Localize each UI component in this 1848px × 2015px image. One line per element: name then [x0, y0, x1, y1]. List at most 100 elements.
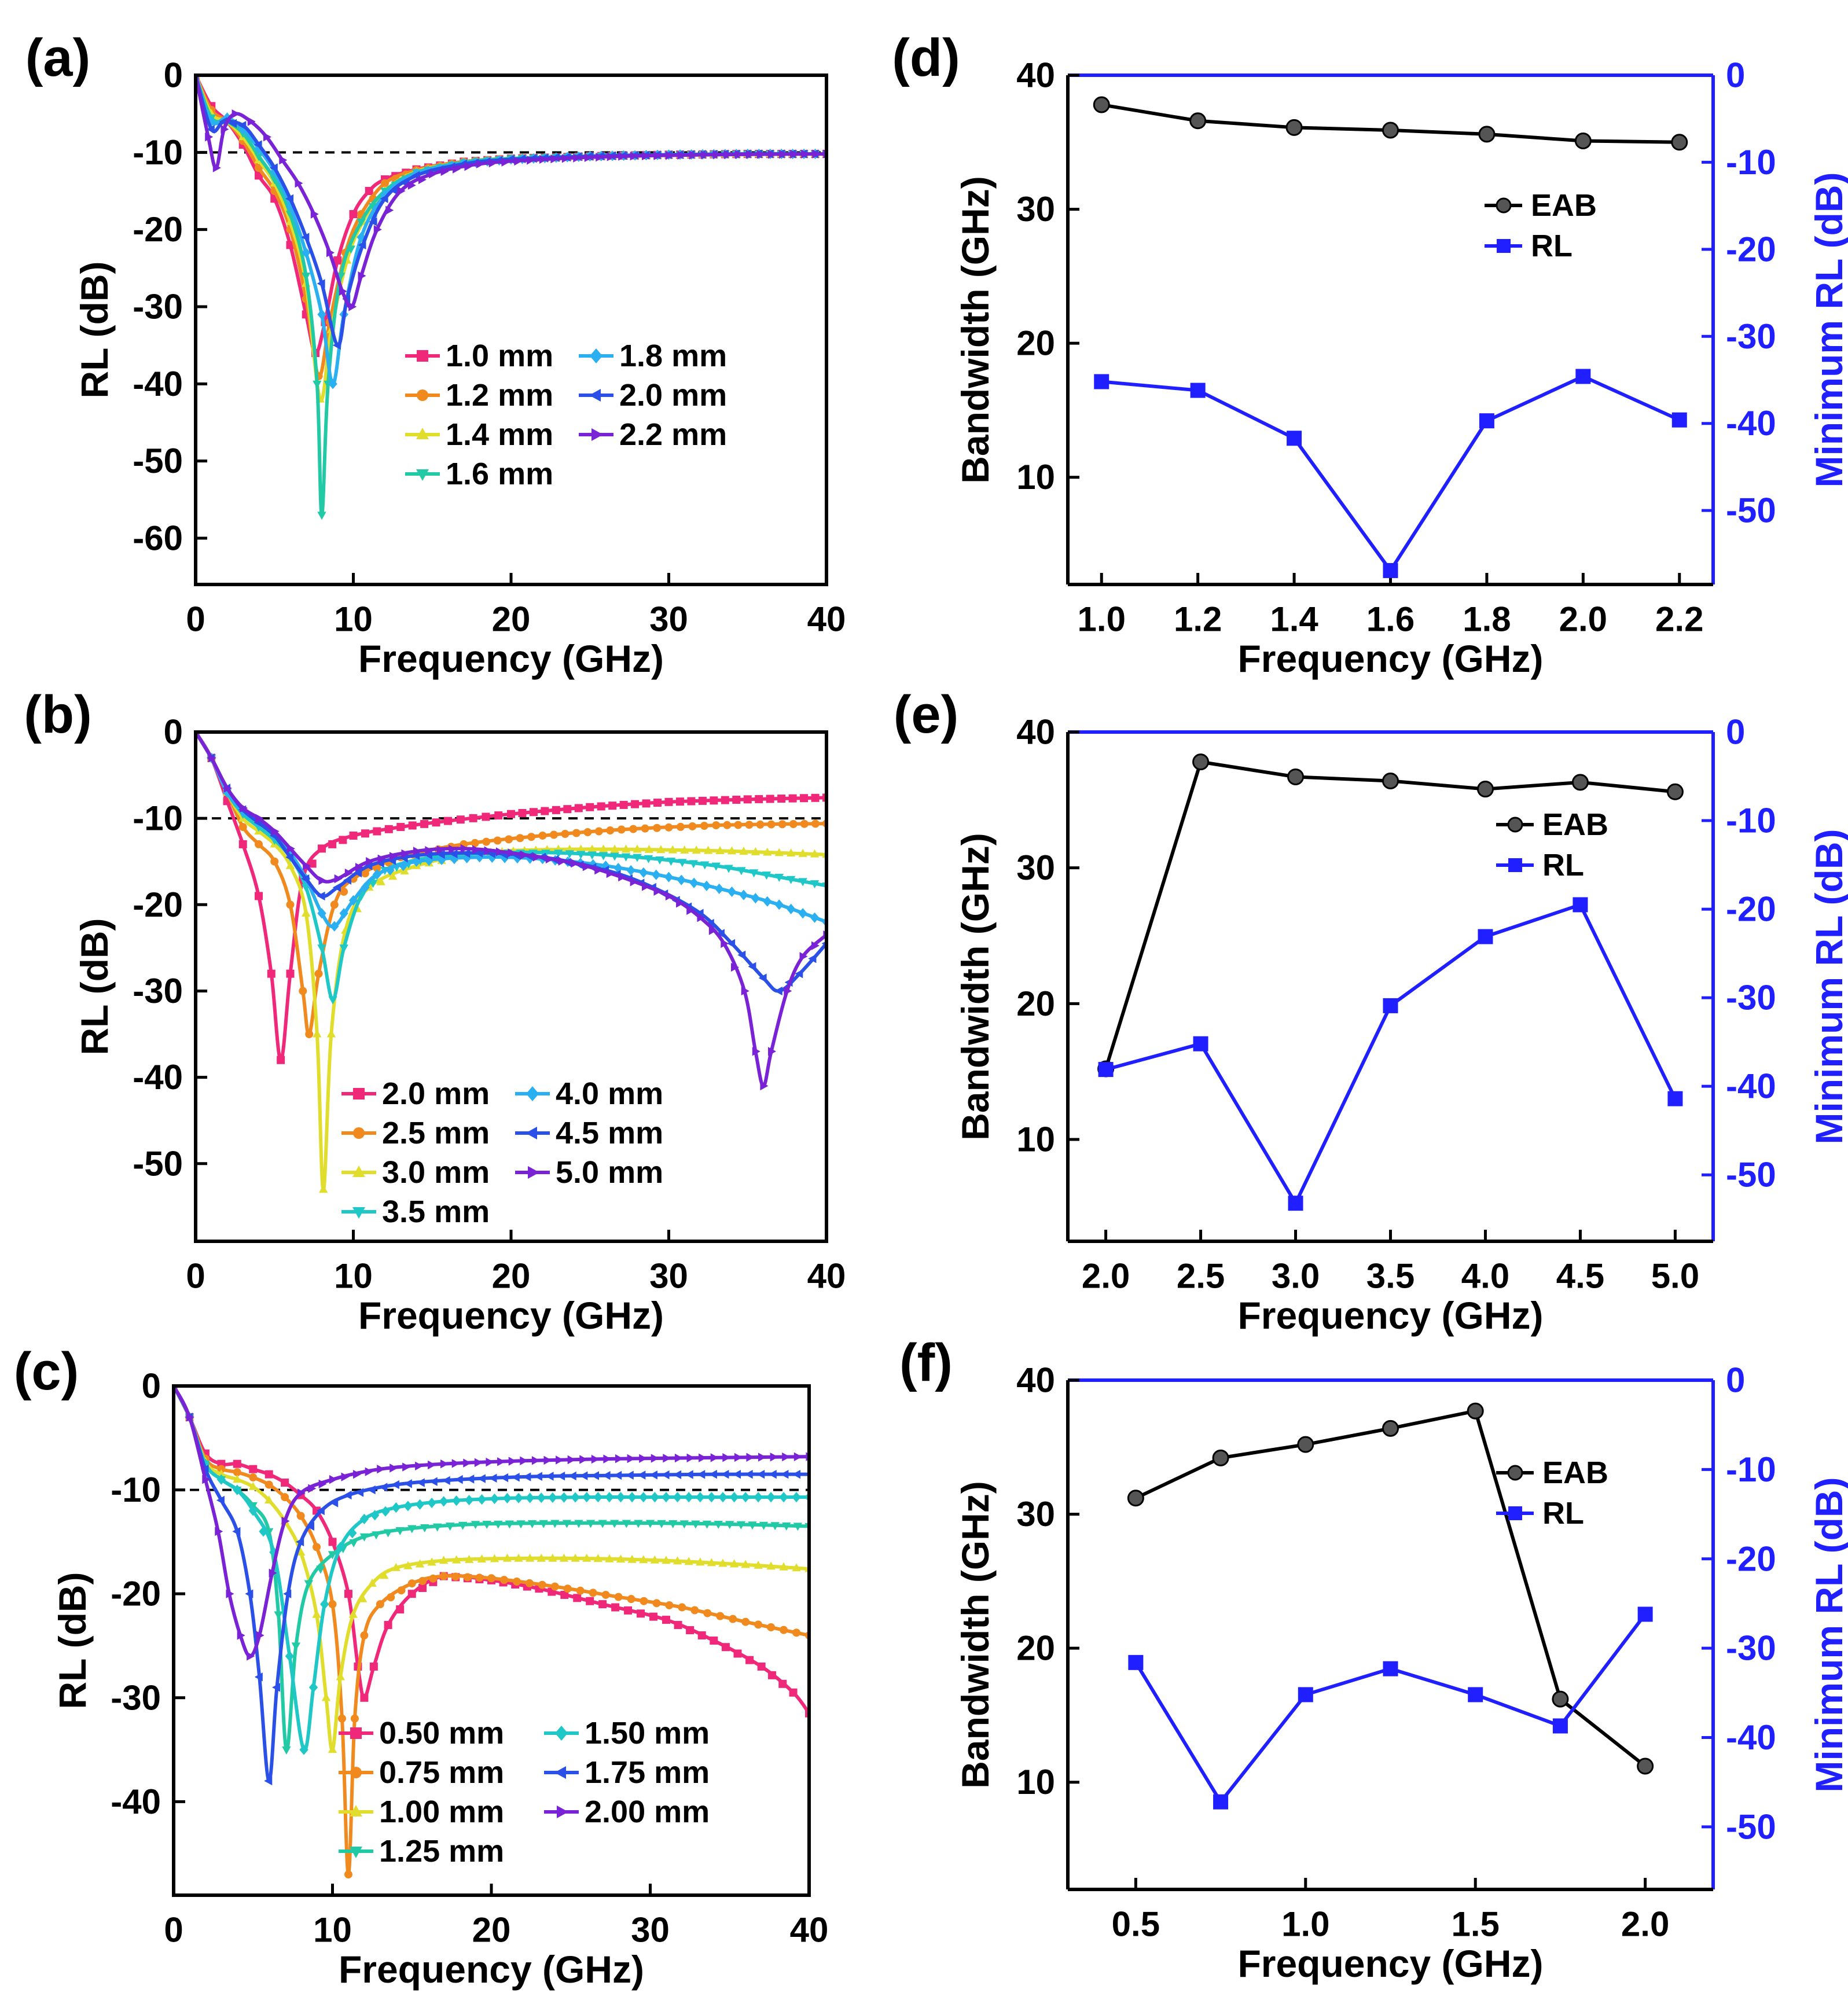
data-point	[793, 1452, 802, 1462]
data-point	[330, 921, 339, 932]
data-point	[1288, 1196, 1303, 1211]
data-point	[606, 869, 615, 878]
legend: EAB RL	[1496, 807, 1608, 883]
data-point	[788, 794, 797, 803]
data-point	[279, 155, 288, 165]
data-point	[254, 153, 263, 161]
data-point	[571, 1553, 580, 1562]
data-point	[339, 944, 348, 953]
x-tick-label: 5.0	[1651, 1257, 1699, 1296]
panel-label: (a)	[25, 28, 90, 87]
data-point	[811, 941, 820, 950]
y-tick-label: -30	[133, 972, 183, 1010]
series-RL	[1128, 1606, 1653, 1810]
data-point	[792, 1563, 801, 1572]
data-point	[1098, 1062, 1114, 1078]
data-point	[621, 853, 631, 862]
data-point	[514, 1492, 523, 1503]
data-point	[328, 1745, 337, 1753]
data-point	[1478, 929, 1493, 944]
series-0.50-mm	[174, 1386, 809, 1718]
data-point	[548, 1553, 557, 1562]
data-point	[752, 1047, 760, 1056]
legend: 0.50 mm 0.75 mm 1.00 mm 1.25 mm 1.50 mm 1.75 …	[339, 1716, 710, 1869]
x-tick-label: 0.5	[1112, 1905, 1160, 1944]
data-point	[202, 1475, 211, 1484]
data-point	[586, 803, 594, 811]
data-point	[552, 806, 560, 814]
data-point	[718, 1492, 728, 1503]
data-point	[779, 149, 788, 159]
data-point	[686, 1626, 695, 1635]
y-tick-label: 0	[142, 1367, 161, 1406]
data-point	[328, 378, 337, 389]
data-point	[264, 1470, 273, 1479]
data-point	[360, 1631, 369, 1640]
data-point	[716, 1612, 725, 1620]
data-point	[582, 1492, 591, 1503]
data-point	[799, 952, 808, 961]
data-point	[353, 1469, 362, 1479]
data-point	[653, 151, 662, 160]
data-point	[403, 1501, 413, 1512]
data-point	[369, 1662, 378, 1671]
data-point	[460, 844, 469, 854]
data-point	[518, 808, 527, 817]
data-point	[587, 844, 597, 853]
data-point	[399, 854, 408, 863]
series-line	[196, 732, 826, 1002]
data-point	[712, 150, 721, 160]
data-point	[317, 891, 325, 901]
data-point	[633, 854, 642, 862]
data-point	[1382, 772, 1399, 789]
data-point	[1128, 1654, 1144, 1670]
data-point	[1189, 112, 1207, 130]
data-point	[328, 1600, 337, 1609]
legend-item: EAB	[1485, 188, 1597, 223]
legend-item: 1.75 mm	[544, 1755, 710, 1790]
data-point	[281, 1516, 290, 1526]
data-point	[751, 847, 760, 855]
data-point	[484, 846, 493, 855]
data-point	[487, 1574, 495, 1583]
data-point	[525, 1492, 535, 1503]
data-point	[556, 1455, 564, 1465]
data-point	[782, 1452, 791, 1462]
data-point	[313, 380, 322, 389]
data-point	[376, 1600, 384, 1609]
data-point	[723, 150, 732, 159]
panel-label: (e)	[894, 685, 958, 744]
data-point	[684, 1492, 693, 1503]
data-point	[297, 1488, 306, 1498]
data-point	[745, 1656, 754, 1664]
legend-label: 1.2 mm	[446, 378, 553, 413]
data-point	[494, 1520, 503, 1529]
data-point	[582, 1553, 591, 1562]
data-point	[754, 1492, 763, 1503]
data-point	[702, 1520, 712, 1529]
legend-label: 4.0 mm	[556, 1076, 663, 1111]
data-point	[805, 1709, 809, 1718]
data-point	[513, 852, 522, 864]
data-point	[328, 996, 337, 1005]
data-point	[579, 1471, 588, 1480]
data-point	[822, 793, 826, 802]
series-line	[196, 75, 826, 309]
data-point	[531, 1456, 540, 1465]
y-tick-label: -50	[133, 1144, 183, 1183]
data-point	[318, 1479, 327, 1489]
data-point	[336, 1542, 345, 1553]
data-point	[379, 1483, 388, 1492]
y-tick-label-left: 10	[1016, 1120, 1055, 1159]
x-tick-label: 20	[472, 1911, 511, 1950]
data-point	[774, 986, 782, 996]
data-point	[652, 1599, 661, 1608]
x-tick-label: 0	[186, 1257, 205, 1296]
data-point	[259, 1526, 268, 1537]
y-tick-label: -40	[133, 365, 183, 403]
data-point	[630, 151, 638, 161]
x-tick-label: 4.0	[1461, 1257, 1509, 1296]
data-point	[247, 1652, 255, 1661]
data-point	[282, 1746, 291, 1755]
